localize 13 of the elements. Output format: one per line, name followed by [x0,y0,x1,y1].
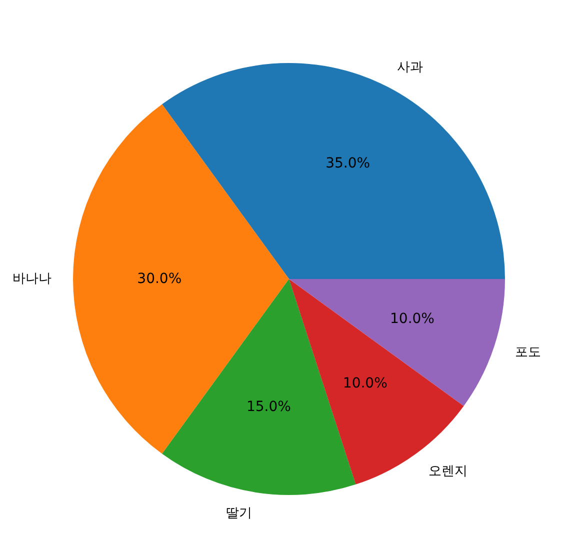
data-label: 35.0% [326,155,370,172]
slice-label: 오렌지 [428,464,468,479]
data-label: 30.0% [137,270,182,287]
slice-label: 포도 [514,344,541,360]
pie-slice [73,104,289,454]
data-label: 10.0% [390,310,434,327]
data-label: 10.0% [342,376,388,392]
data-label: 15.0% [246,398,291,415]
pie-slice [289,279,464,484]
pie-slice [289,279,505,406]
slice-label: 사과 [396,60,423,75]
slice-label: 딸기 [226,506,252,522]
slice-label: 바나나 [12,272,52,287]
